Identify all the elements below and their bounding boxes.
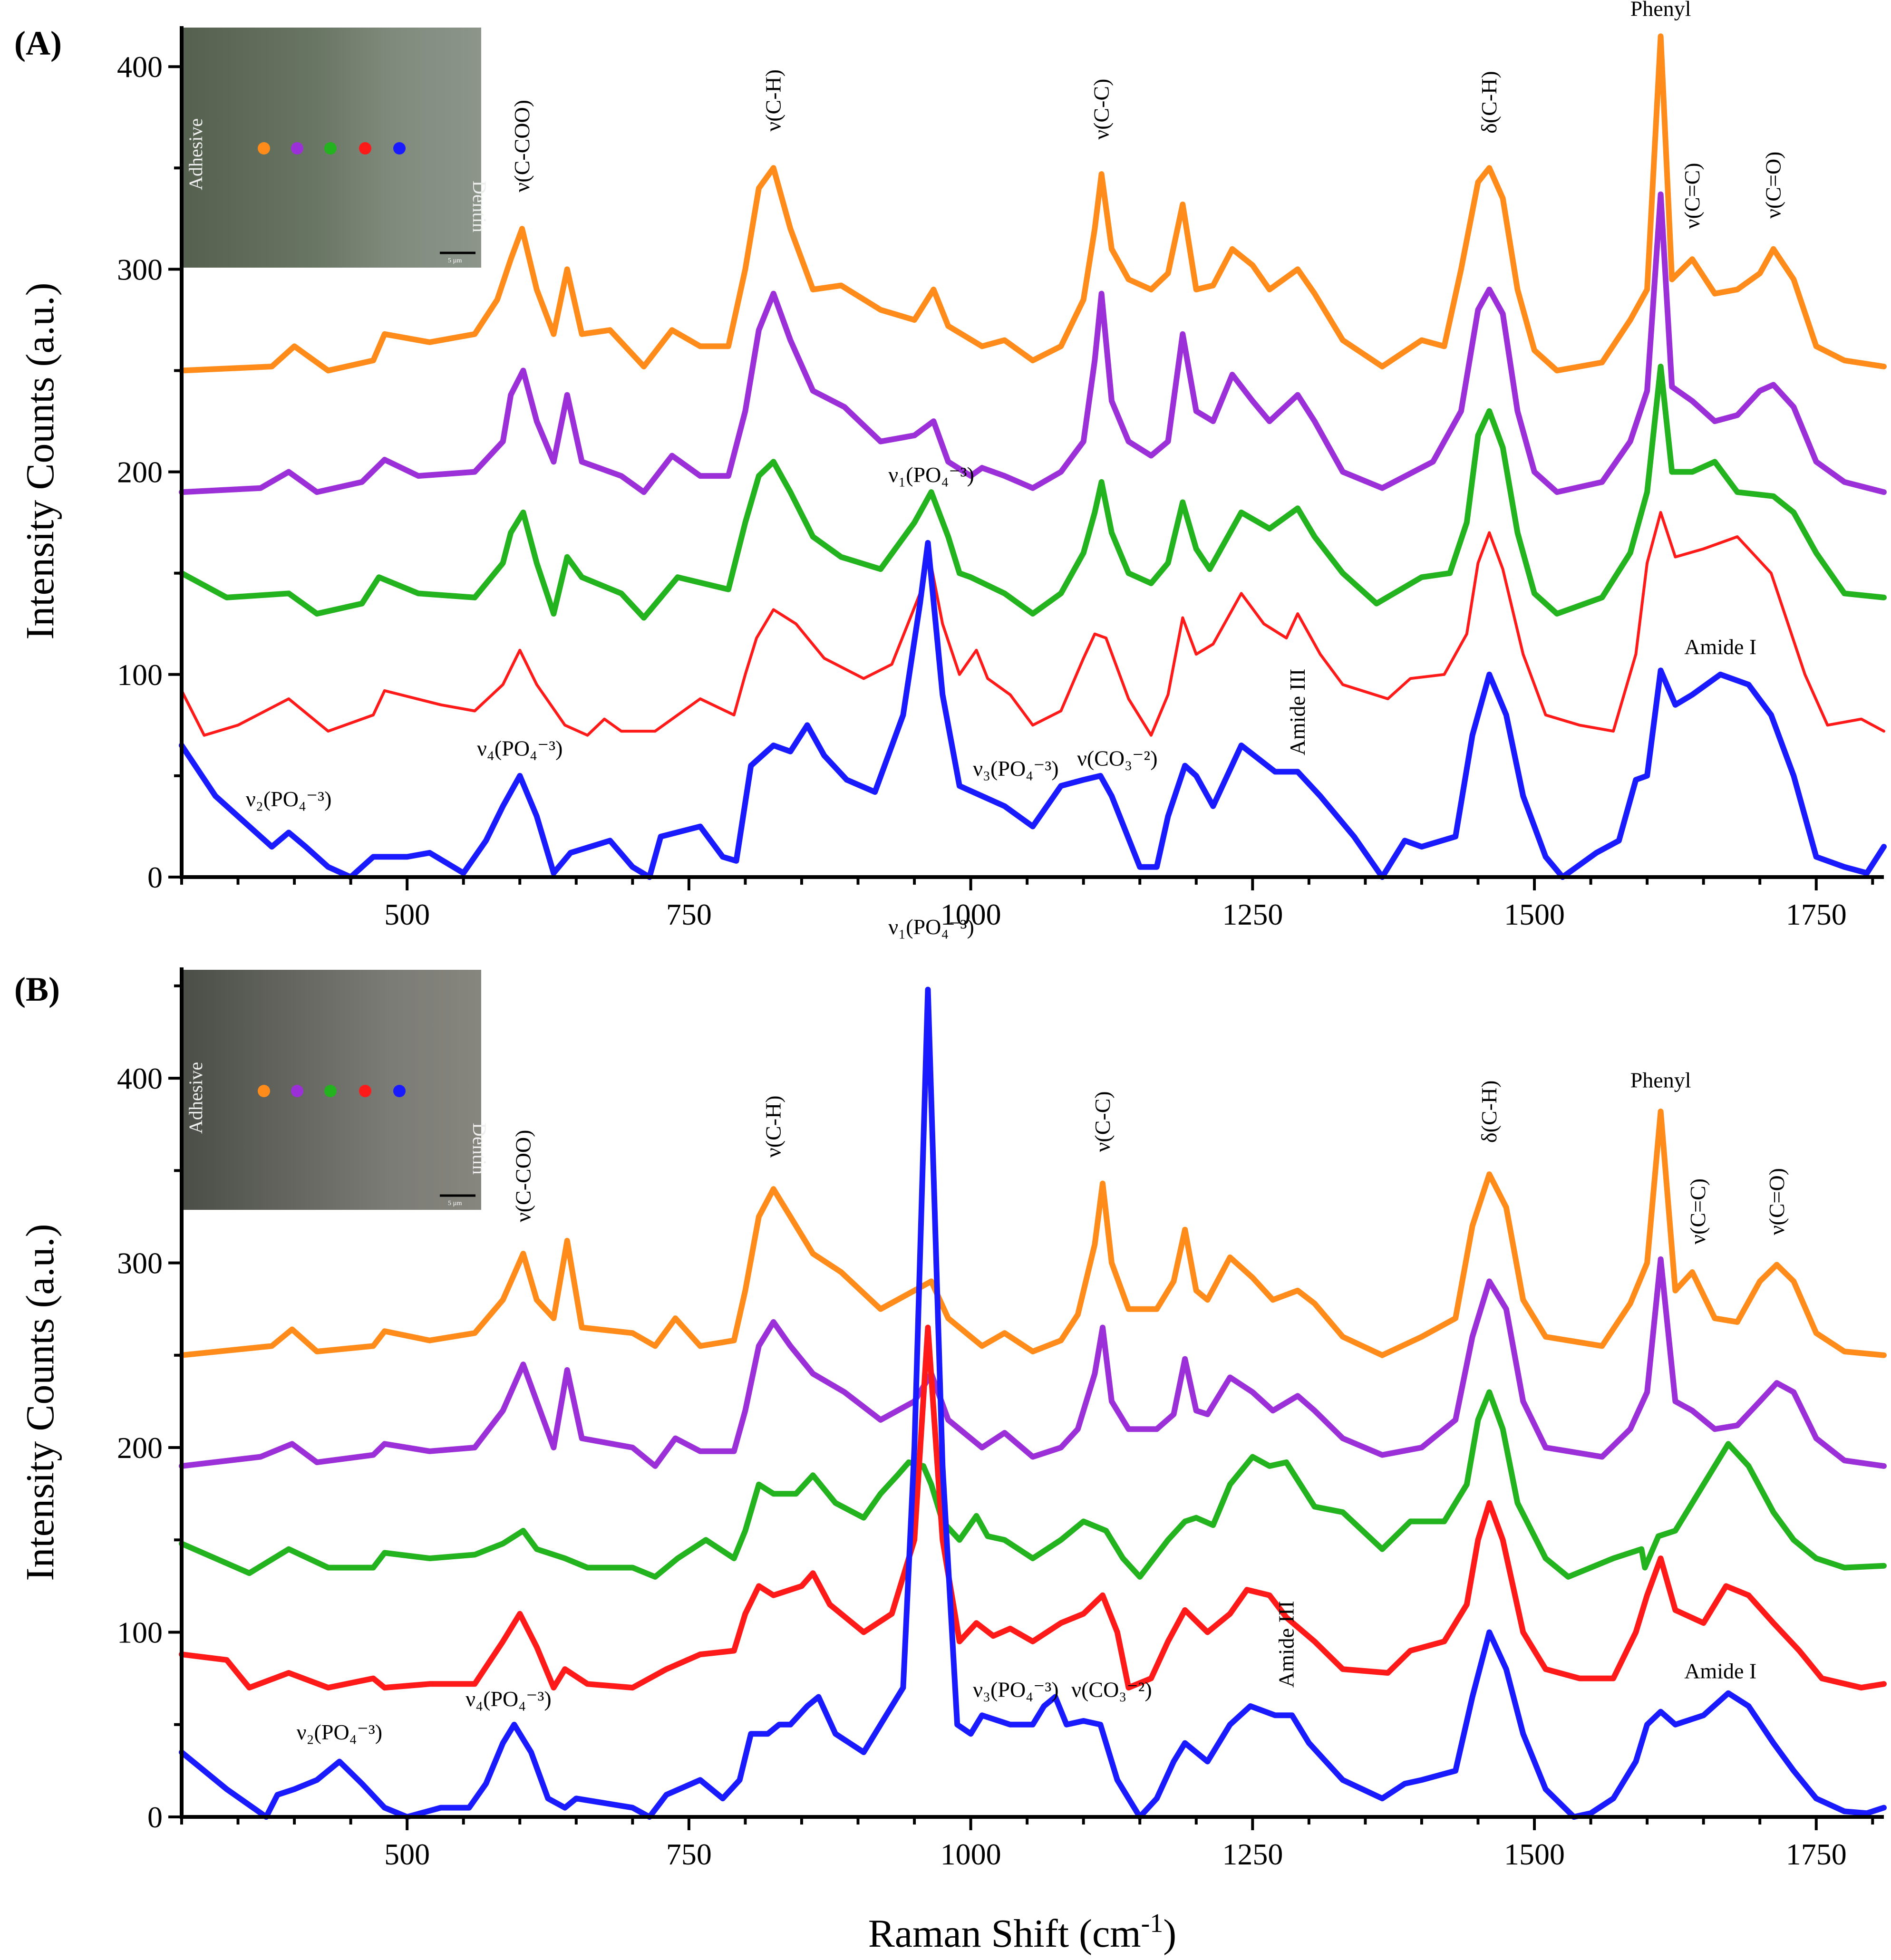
annotation-v-co3: ν(CO₃⁻²) [1071,1678,1152,1702]
annotation-v-c-o: ν(C=O) [1765,1168,1789,1235]
marker-dot-red [359,1085,371,1097]
annotation-v-co3: ν(CO₃⁻²) [1077,746,1157,771]
annotation-phenyl: Phenyl [1630,0,1691,21]
panel-a-label: (A) [14,24,62,62]
y-tick-label: 0 [147,860,163,894]
x-tick-label: 1000 [941,1837,1001,1871]
scale-bar-label: 5 µm [448,1200,462,1207]
marker-dot-orange [258,1085,270,1097]
inset-adhesive-label: Adhesive [185,1062,206,1134]
annotation-amide-iii: Amide III [1274,1601,1298,1688]
marker-dot-green [324,1085,337,1097]
series-line-red [182,512,1884,735]
x-tick-label: 1250 [1222,898,1283,931]
x-tick-label: 1500 [1504,898,1565,931]
series-line-green [182,1392,1884,1577]
annotation-amide-i: Amide I [1684,1659,1756,1683]
x-tick-label: 1500 [1504,1837,1565,1871]
annotation-v-c-coo: ν(C-COO) [511,1130,535,1223]
annotation-v2-po4: ν₂(PO₄⁻³) [297,1720,382,1744]
inset-adhesive-label: Adhesive [185,118,206,190]
marker-dot-blue [393,142,406,154]
annotation-v-c-coo: ν(C-COO) [510,100,534,193]
annotation-v-c-c-double: ν(C=C) [1686,1178,1710,1245]
x-axis-title: Raman Shift (cm-1) [868,1909,1177,1956]
y-tick-label: 300 [117,252,163,286]
y-tick-label: 300 [117,1246,163,1280]
annotation-v4-po4: ν₄(PO₄⁻³) [477,736,562,760]
annotation-v1-po4: ν₁(PO₄⁻³) [888,463,974,487]
x-tick-label: 500 [384,1837,430,1871]
annotation-v1-po4: ν₁(PO₄⁻³) [888,915,974,939]
annotation-v-c-c: ν(C-C) [1089,79,1114,140]
y-tick-label: 100 [117,1616,163,1650]
marker-dot-green [324,142,337,154]
annotation-amide-i: Amide I [1684,635,1756,659]
panel-b: (B) ν₁(PO₄⁻³) ν(C-COO) ν(C-H) ν(C-C) δ(C-H) P… [14,915,1884,1871]
panel-a-inset: Adhesive Dentin 5 µm [182,28,490,268]
annotation-v-c-h: ν(C-H) [761,69,785,132]
y-tick-label: 400 [117,50,163,84]
annotation-v3-po4: ν₃(PO₄⁻³) [973,1678,1058,1702]
marker-dot-purple [291,142,303,154]
annotation-delta-c-h: δ(C-H) [1477,1081,1501,1143]
series-line-red [182,1328,1884,1688]
annotation-v-c-h: ν(C-H) [761,1095,785,1158]
x-tick-label: 1250 [1222,1837,1283,1871]
marker-dot-purple [291,1085,303,1097]
x-tick-label: 750 [666,1837,712,1871]
y-axis-title-b: Intensity Counts (a.u.) [18,1224,62,1581]
inset-dentin-label: Dentin [469,181,490,232]
annotation-v3-po4: ν₃(PO₄⁻³) [973,756,1058,781]
y-tick-label: 200 [117,455,163,489]
y-axis-title-a: Intensity Counts (a.u.) [18,282,62,639]
y-tick-label: 400 [117,1062,163,1095]
inset-dentin-label: Dentin [469,1123,490,1175]
series-line-green [182,367,1884,618]
annotation-v-c-o: ν(C=O) [1761,152,1785,219]
x-tick-label: 1750 [1786,898,1847,931]
marker-dot-red [359,142,371,154]
panel-b-label: (B) [14,970,60,1008]
annotation-phenyl: Phenyl [1630,1068,1691,1092]
annotation-delta-c-h: δ(C-H) [1477,71,1501,134]
x-tick-label: 1750 [1786,1837,1847,1871]
series-line-purple [182,1259,1884,1466]
y-tick-label: 100 [117,658,163,692]
marker-dot-orange [258,142,270,154]
annotation-v-c-c-double: ν(C=C) [1680,163,1704,229]
y-tick-label: 0 [147,1800,163,1834]
scale-bar-label: 5 µm [448,257,462,264]
annotation-v2-po4: ν₂(PO₄⁻³) [246,787,331,811]
panel-a: (A) ν(C-COO) ν(C-H) ν(C-C) δ(C-H) Phenyl ν(C=… [14,0,1884,931]
marker-dot-blue [393,1085,406,1097]
panel-b-inset: Adhesive Dentin 5 µm [182,970,490,1210]
annotation-amide-iii: Amide III [1285,669,1309,756]
annotation-v4-po4: ν₄(PO₄⁻³) [465,1687,551,1711]
x-tick-label: 750 [666,898,712,931]
x-tick-label: 500 [384,898,430,931]
annotation-v-c-c: ν(C-C) [1090,1091,1115,1152]
y-tick-label: 200 [117,1431,163,1465]
